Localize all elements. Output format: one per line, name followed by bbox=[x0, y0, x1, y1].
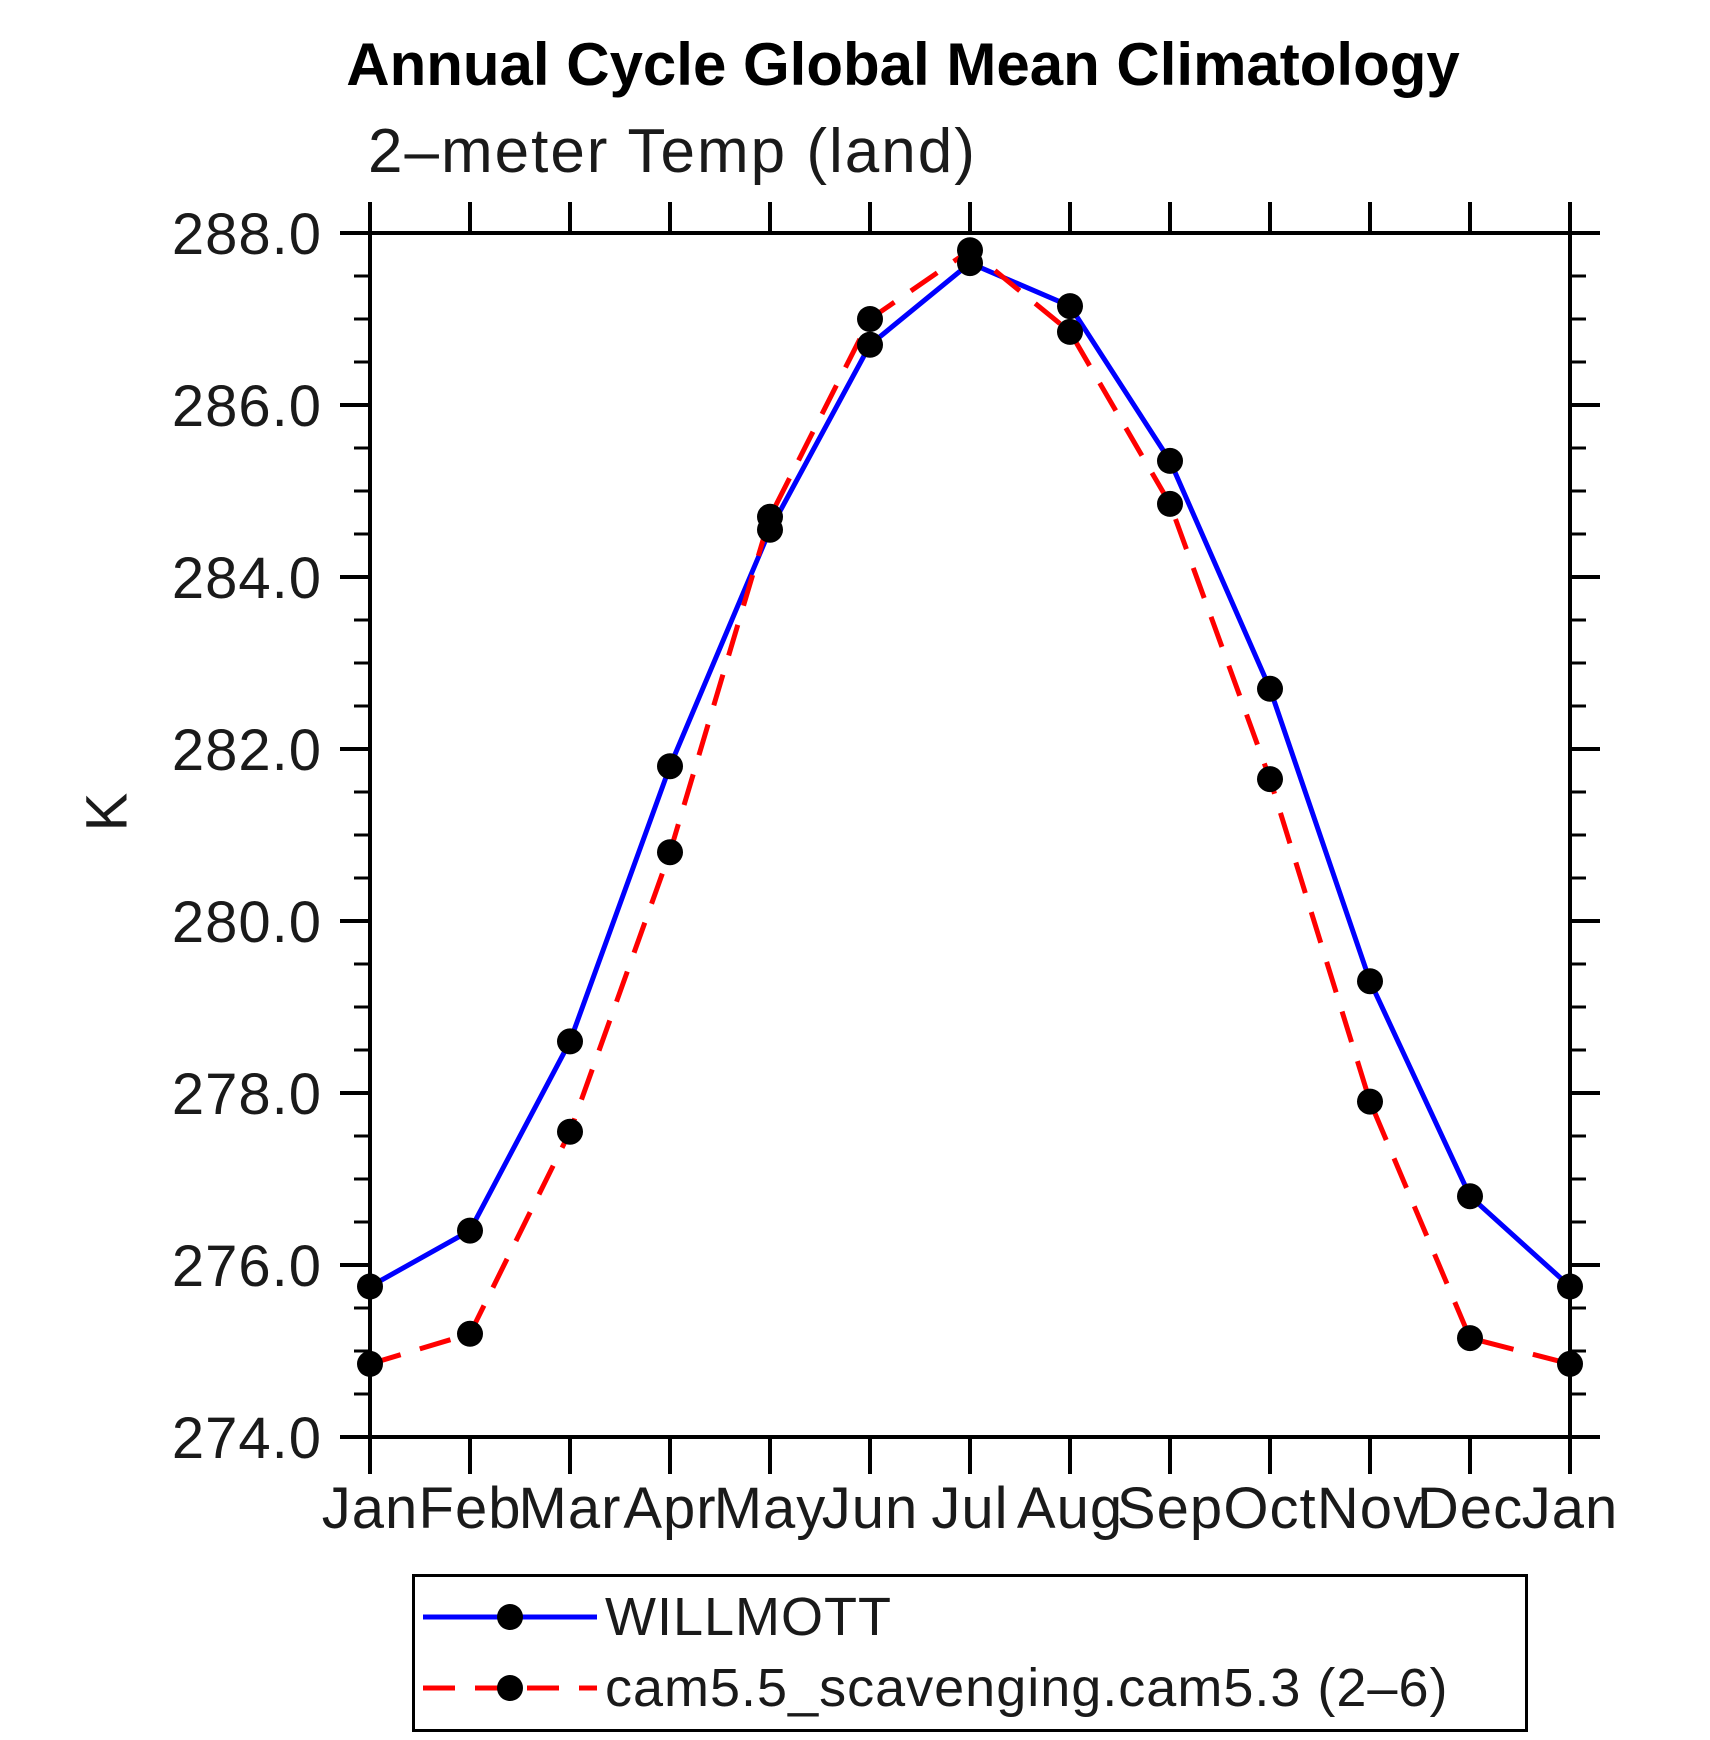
data-point-marker-series-1 bbox=[1457, 1325, 1483, 1352]
x-axis-tick-label: Jan bbox=[1522, 1476, 1619, 1541]
y-axis-tick-label: 274.0 bbox=[172, 1406, 322, 1471]
data-point-marker-series-0 bbox=[1357, 968, 1383, 995]
legend-marker-dot bbox=[497, 1675, 523, 1701]
data-point-marker-series-1 bbox=[1557, 1350, 1583, 1377]
data-point-marker-series-0 bbox=[457, 1217, 483, 1244]
x-axis-tick-label: May bbox=[714, 1476, 827, 1541]
data-point-marker-series-0 bbox=[1157, 447, 1183, 474]
data-point-marker-series-1 bbox=[1157, 490, 1183, 517]
y-axis-tick-label: 276.0 bbox=[172, 1234, 322, 1299]
y-axis-tick-label: 282.0 bbox=[172, 718, 322, 783]
legend-box: WILLMOTT cam5.5_scavenging.cam5.3 (2–6) bbox=[412, 1574, 1528, 1732]
data-point-marker-series-1 bbox=[657, 839, 683, 866]
data-point-marker-series-0 bbox=[1057, 293, 1083, 320]
data-point-marker-series-1 bbox=[457, 1320, 483, 1347]
x-axis-tick-label: Dec bbox=[1417, 1476, 1523, 1541]
x-axis-tick-label: Mar bbox=[519, 1476, 622, 1541]
data-point-marker-series-0 bbox=[357, 1273, 383, 1300]
x-axis-tick-label: Aug bbox=[1017, 1476, 1123, 1541]
y-axis-tick-label: 286.0 bbox=[172, 374, 322, 439]
legend-label-cam55: cam5.5_scavenging.cam5.3 (2–6) bbox=[605, 1658, 1449, 1718]
y-axis-tick-label: 278.0 bbox=[172, 1062, 322, 1127]
data-point-marker-series-1 bbox=[1057, 318, 1083, 345]
x-axis-tick-label: Apr bbox=[623, 1476, 716, 1541]
data-point-marker-series-1 bbox=[557, 1118, 583, 1145]
y-axis-tick-label: 280.0 bbox=[172, 890, 322, 955]
legend-item-willmott: WILLMOTT bbox=[421, 1587, 892, 1647]
x-axis-tick-label: Jul bbox=[931, 1476, 1008, 1541]
data-point-marker-series-0 bbox=[1557, 1273, 1583, 1300]
data-point-marker-series-0 bbox=[1457, 1183, 1483, 1210]
x-axis-tick-label: Jun bbox=[822, 1476, 919, 1541]
data-point-marker-series-1 bbox=[357, 1350, 383, 1377]
data-point-marker-series-1 bbox=[1357, 1088, 1383, 1115]
legend-label-willmott: WILLMOTT bbox=[605, 1587, 892, 1647]
data-point-marker-series-1 bbox=[1257, 766, 1283, 793]
legend-item-cam55: cam5.5_scavenging.cam5.3 (2–6) bbox=[421, 1658, 1449, 1718]
y-axis-tick-label: 288.0 bbox=[172, 202, 322, 267]
x-axis-tick-label: Oct bbox=[1223, 1476, 1316, 1541]
data-point-marker-series-1 bbox=[757, 503, 783, 530]
legend-sample-dashed-line bbox=[423, 1675, 597, 1701]
data-point-marker-series-0 bbox=[557, 1028, 583, 1055]
data-point-marker-series-0 bbox=[857, 331, 883, 358]
x-axis-tick-label: Jan bbox=[322, 1476, 419, 1541]
legend-marker-dot bbox=[497, 1604, 523, 1630]
x-axis-tick-label: Sep bbox=[1117, 1476, 1223, 1541]
series-line-1 bbox=[369, 247, 1571, 1367]
legend-sample-solid-line bbox=[423, 1604, 597, 1630]
series-line-0 bbox=[368, 260, 1572, 1289]
chart-subtitle: 2–meter Temp (land) bbox=[368, 117, 977, 186]
data-point-marker-series-0 bbox=[657, 753, 683, 780]
data-point-marker-series-1 bbox=[857, 306, 883, 332]
x-axis-tick-label: Feb bbox=[419, 1476, 522, 1541]
y-axis-tick-label: 284.0 bbox=[172, 546, 322, 611]
data-point-marker-series-0 bbox=[1257, 675, 1283, 702]
chart-title: Annual Cycle Global Mean Climatology bbox=[346, 31, 1460, 98]
data-point-marker-series-1 bbox=[957, 237, 983, 264]
plot-box bbox=[368, 231, 1572, 1439]
x-axis-tick-label: Nov bbox=[1317, 1476, 1423, 1541]
